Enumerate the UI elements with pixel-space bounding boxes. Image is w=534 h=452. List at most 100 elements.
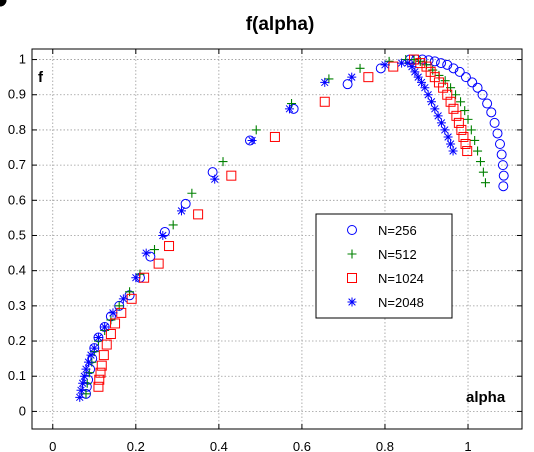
data-point [76, 385, 86, 395]
data-point [210, 174, 220, 184]
data-point [105, 329, 116, 339]
data-point [153, 258, 164, 269]
data-point [478, 167, 488, 177]
legend-label: N=256 [378, 223, 417, 238]
data-point [187, 188, 197, 198]
data-point [75, 392, 85, 402]
data-point [442, 59, 453, 70]
data-point [494, 139, 505, 149]
data-point [320, 77, 330, 87]
legend-box [315, 213, 453, 319]
data-point [168, 220, 178, 230]
data-point [451, 110, 462, 121]
data-point [95, 367, 106, 378]
data-point [131, 273, 141, 283]
data-point [497, 160, 508, 171]
data-point [78, 378, 88, 388]
data-point [98, 350, 109, 361]
data-point [462, 146, 473, 157]
data-point [176, 206, 186, 216]
data-point [430, 104, 440, 114]
data-point [319, 96, 330, 107]
data-point [108, 308, 118, 318]
data-point [448, 103, 459, 114]
y-tick-label: 1 [19, 52, 26, 67]
data-point [480, 178, 490, 188]
y-tick-label: 0 [19, 403, 26, 418]
data-point [473, 146, 483, 156]
data-point [101, 339, 112, 350]
data-point [436, 118, 446, 128]
y-tick-label: 0.8 [8, 122, 26, 137]
data-point [413, 72, 423, 82]
x-tick-label: 0.8 [376, 439, 394, 452]
data-point [420, 83, 430, 93]
data-point [436, 58, 447, 69]
data-point [83, 374, 94, 385]
y-tick-label: 0.9 [8, 87, 26, 102]
data-point [470, 135, 480, 145]
data-point [269, 131, 280, 142]
legend-label: N=512 [378, 247, 417, 262]
x-tick-label: 0.4 [210, 439, 228, 452]
data-point [401, 55, 411, 65]
data-point [423, 90, 433, 100]
legend: N=256 N=512 N=1024 N=2048 [315, 213, 453, 319]
data-point [417, 77, 427, 87]
legend-marker [347, 249, 357, 259]
data-point [388, 61, 399, 72]
data-point [454, 66, 465, 77]
data-point [475, 157, 485, 167]
data-point [193, 209, 204, 220]
data-point [498, 170, 509, 181]
series-n-2048 [75, 58, 458, 402]
y-tick-label: 0.3 [8, 298, 26, 313]
data-point [158, 230, 168, 240]
data-point [94, 374, 105, 385]
legend-marker [347, 225, 357, 235]
data-point [324, 74, 334, 84]
x-tick-label: 0 [49, 439, 56, 452]
data-point [397, 58, 407, 68]
legend-marker [347, 297, 357, 307]
data-point [89, 343, 99, 353]
data-point [429, 56, 440, 67]
chart-title: f(alpha) [246, 14, 315, 35]
data-point [207, 167, 218, 178]
data-point [443, 132, 453, 142]
y-tick-label: 0.7 [8, 157, 26, 172]
plot-frame [31, 48, 523, 430]
data-point [453, 117, 464, 128]
data-point [460, 139, 471, 149]
data-point [342, 79, 353, 90]
data-point [164, 241, 175, 252]
legend-label: N=1024 [378, 271, 424, 286]
data-point [347, 72, 357, 82]
data-point [247, 135, 257, 145]
data-point [96, 360, 107, 371]
data-point [445, 96, 456, 107]
data-point [492, 128, 503, 139]
data-point [110, 318, 121, 329]
x-tick-label: 0.6 [293, 439, 311, 452]
y-tick-label: 0.4 [8, 263, 26, 278]
data-point [486, 107, 497, 118]
data-point [448, 63, 459, 74]
axis-ticks: 0 0.2 0.4 0.6 0.8 1 0 0.1 0.2 0.3 0.4 0.5 0.6 0.7 0.8 0… [8, 49, 522, 452]
data-point [226, 170, 237, 181]
data-point [93, 381, 104, 392]
data-point [466, 125, 476, 135]
data-point [433, 111, 443, 121]
highlight-points [0, 0, 7, 7]
y-tick-label: 0.5 [8, 227, 26, 242]
data-point [442, 89, 453, 100]
x-axis-label: alpha [466, 389, 506, 406]
data-point [363, 72, 374, 83]
data-point [141, 248, 151, 258]
data-point [460, 72, 471, 83]
legend-marker [347, 273, 357, 283]
data-point [100, 322, 110, 332]
data-point [380, 60, 390, 70]
data-point [458, 131, 469, 142]
data-point [460, 106, 470, 116]
